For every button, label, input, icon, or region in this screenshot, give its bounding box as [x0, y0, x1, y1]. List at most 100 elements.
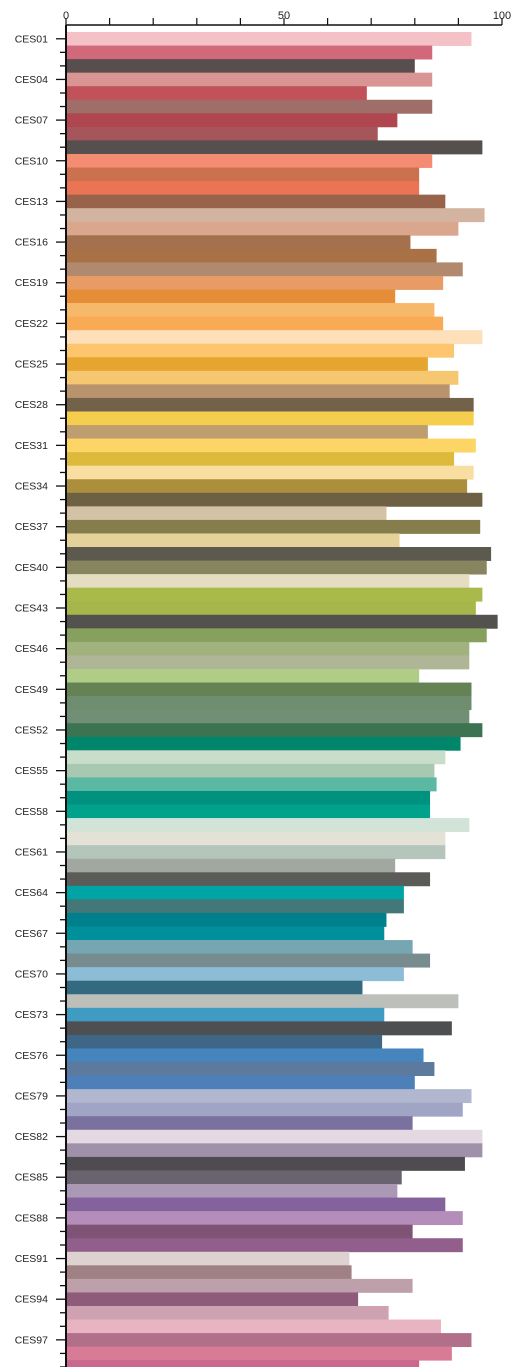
y-tick-label: CES37 — [15, 521, 48, 533]
bar — [66, 1116, 413, 1131]
y-tick-label: CES01 — [15, 33, 48, 45]
bar — [66, 492, 483, 507]
bar — [66, 59, 415, 74]
bar — [66, 303, 435, 318]
bar — [66, 384, 450, 399]
bar — [66, 818, 470, 833]
bar — [66, 438, 476, 453]
bar — [66, 547, 492, 561]
bar — [66, 804, 431, 819]
bar — [66, 1238, 463, 1253]
bar — [66, 465, 474, 480]
y-tick-label: CES55 — [15, 765, 48, 777]
y-tick-label: CES49 — [15, 684, 48, 696]
bar — [66, 1305, 389, 1320]
y-tick-label: CES16 — [15, 237, 48, 249]
bar — [66, 1021, 452, 1036]
bar — [66, 1319, 441, 1334]
bar — [66, 980, 363, 995]
bar — [66, 885, 404, 900]
bar — [66, 1062, 435, 1076]
bar — [66, 86, 367, 101]
bar — [66, 208, 485, 223]
bar — [66, 858, 396, 873]
bar — [66, 628, 487, 643]
x-tick-label: 50 — [278, 10, 290, 22]
bar — [66, 262, 463, 277]
bar — [66, 912, 387, 927]
bar — [66, 235, 411, 250]
bar — [66, 1034, 383, 1049]
y-tick-label: CES43 — [15, 603, 48, 615]
bar — [66, 506, 387, 521]
x-tick-label: 0 — [63, 10, 69, 22]
y-tick-label: CES64 — [15, 887, 48, 899]
y-tick-label: CES94 — [15, 1294, 48, 1306]
bar — [66, 397, 474, 412]
bar — [66, 967, 404, 982]
bar — [66, 1007, 385, 1022]
bar — [66, 709, 470, 724]
bar — [66, 316, 444, 331]
y-tick-label: CES34 — [15, 481, 48, 493]
bar — [66, 221, 459, 236]
y-tick-label: CES67 — [15, 928, 48, 940]
bar — [66, 275, 444, 290]
bar — [66, 763, 435, 778]
bar — [66, 32, 472, 46]
bar — [66, 872, 431, 887]
bar — [66, 113, 398, 128]
bar — [66, 533, 400, 548]
bar — [66, 682, 472, 697]
bar — [66, 899, 404, 914]
bar — [66, 72, 433, 87]
y-tick-label: CES31 — [15, 440, 48, 452]
y-tick-label: CES28 — [15, 399, 48, 411]
x-axis: 0 50 100 — [63, 10, 511, 26]
y-tick-label: CES58 — [15, 806, 48, 818]
bar — [66, 1048, 424, 1063]
y-tick-label: CES52 — [15, 724, 48, 736]
bar — [66, 614, 498, 629]
bar — [66, 736, 461, 751]
bar — [66, 587, 483, 602]
bar — [66, 1143, 483, 1158]
bar — [66, 1170, 402, 1185]
bar — [66, 1278, 413, 1293]
bar — [66, 1129, 483, 1144]
bar — [66, 343, 455, 358]
bar — [66, 953, 431, 968]
bar — [66, 750, 446, 765]
bar — [66, 1360, 420, 1367]
bar — [66, 519, 481, 534]
bar — [66, 140, 483, 155]
bar — [66, 370, 459, 385]
bar — [66, 560, 487, 575]
bar — [66, 601, 476, 616]
bar — [66, 45, 433, 60]
bar — [66, 181, 420, 196]
bars-group — [66, 32, 498, 1367]
bar — [66, 1265, 352, 1280]
bar — [66, 1224, 413, 1239]
bar — [66, 1089, 472, 1104]
bar — [66, 1184, 398, 1198]
bar — [66, 994, 459, 1009]
bar — [66, 1292, 359, 1307]
bar — [66, 574, 470, 589]
bar — [66, 1211, 463, 1226]
bar — [66, 655, 470, 670]
x-tick-label: 100 — [493, 10, 511, 22]
bar — [66, 248, 437, 263]
bar — [66, 1102, 463, 1117]
bar — [66, 777, 437, 792]
y-tick-label: CES79 — [15, 1090, 48, 1102]
bar — [66, 1333, 472, 1348]
y-tick-label: CES82 — [15, 1131, 48, 1143]
y-tick-label: CES97 — [15, 1334, 48, 1346]
bar — [66, 330, 483, 345]
y-tick-label: CES19 — [15, 277, 48, 289]
bar — [66, 845, 446, 860]
y-tick-label: CES13 — [15, 196, 48, 208]
